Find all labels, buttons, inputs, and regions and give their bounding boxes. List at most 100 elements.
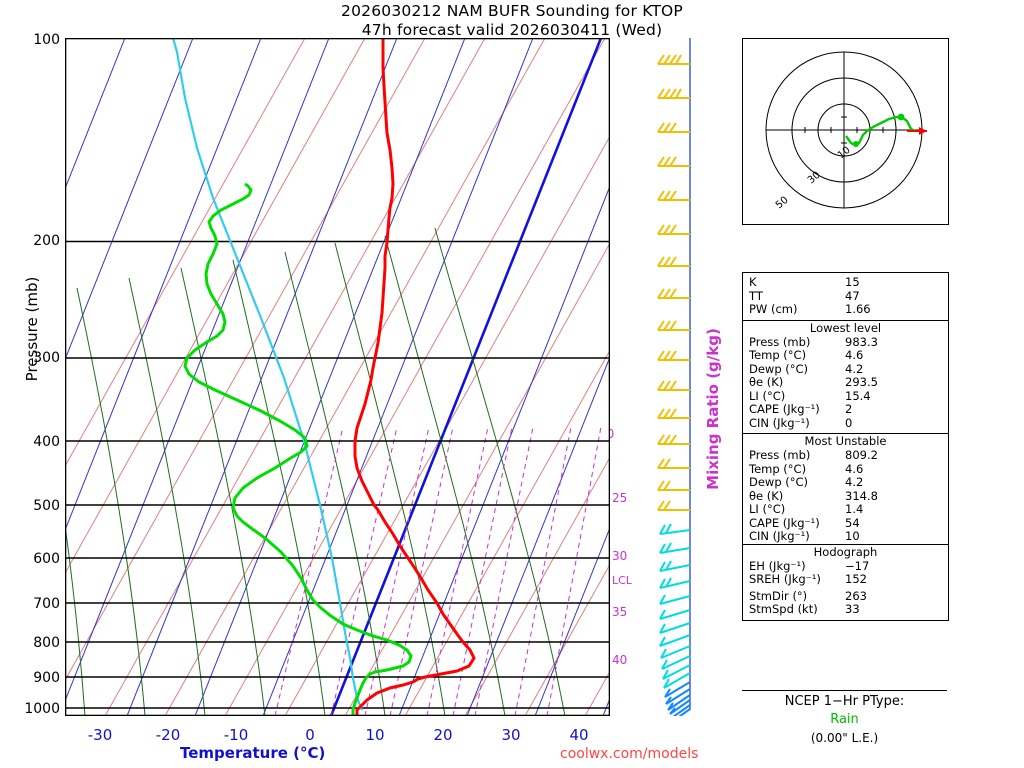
param-key: CAPE (Jkg⁻¹) [749, 515, 820, 530]
ytick-800: 800 [33, 635, 60, 651]
lowest-level-title: Lowest level [743, 319, 948, 336]
page-subtitle: 47h forecast valid 2026030411 (Wed) [361, 21, 663, 39]
param-key: Temp (°C) [749, 461, 807, 476]
mixside-35: 35 [612, 605, 628, 619]
param-value: 293.5 [845, 375, 878, 389]
param-row: Temp (°C) 4.6 [743, 348, 948, 363]
ptype-amount: (0.00" L.E.) [810, 731, 879, 745]
ptype-title: NCEP 1−Hr PType: [784, 694, 905, 709]
param-key: Dewp (°C) [749, 475, 809, 489]
y-axis-label: Pressure (mb) [23, 276, 41, 382]
param-value: 47 [845, 288, 860, 303]
param-value: 4.6 [845, 348, 864, 362]
xtick-0: 0 [305, 726, 315, 744]
hodograph-title: Hodograph [743, 543, 948, 560]
skewt-diagram [65, 38, 610, 716]
param-row: K 15 [743, 275, 948, 290]
param-key: StmSpd (kt) [749, 602, 818, 616]
ytick-300: 300 [33, 350, 60, 366]
wind-barb-column [620, 38, 730, 720]
ytick-400: 400 [33, 434, 60, 450]
parameters-panel: K 15 TT 47 PW (cm) 1.66 Lowest level Press … [742, 272, 949, 621]
param-row: EH (Jkg⁻¹) −17 [743, 558, 948, 574]
ytick-700: 700 [33, 596, 60, 612]
param-value: 54 [845, 515, 860, 530]
param-row: CAPE (Jkg⁻¹) 54 [743, 515, 948, 531]
param-value: 152 [845, 572, 867, 586]
param-key: StmDir (°) [749, 588, 808, 603]
param-key: θe (K) [749, 488, 784, 503]
param-row: StmSpd (kt) 33 [743, 602, 948, 617]
most-unstable-title: Most Unstable [743, 433, 948, 449]
param-row: CIN (Jkg⁻¹) 0 [743, 415, 948, 431]
param-value: 15.4 [845, 388, 871, 403]
param-value: 983.3 [845, 334, 878, 349]
ytick-900: 900 [33, 670, 60, 686]
param-key: SREH (Jkg⁻¹) [749, 572, 821, 586]
param-value: 4.2 [845, 361, 864, 376]
param-key: CIN (Jkg⁻¹) [749, 529, 810, 543]
param-value: 809.2 [845, 448, 878, 462]
xtick-20: 20 [433, 726, 453, 744]
param-value: 1.4 [845, 502, 864, 516]
param-key: LI (°C) [749, 388, 786, 403]
param-value: 0 [845, 415, 853, 430]
param-key: Temp (°C) [749, 348, 807, 362]
param-value: −17 [845, 558, 870, 573]
xtick-10: 10 [365, 726, 385, 744]
param-row: Press (mb) 809.2 [743, 448, 948, 463]
xtick-30: 30 [501, 726, 521, 744]
param-row: LI (°C) 15.4 [743, 388, 948, 404]
param-value: 263 [845, 588, 867, 603]
param-row: Dewp (°C) 4.2 [743, 361, 948, 377]
param-value: 1.66 [845, 302, 871, 316]
ytick-500: 500 [33, 498, 60, 514]
param-value: 4.6 [845, 461, 864, 476]
param-key: θe (K) [749, 375, 784, 389]
ytick-100: 100 [33, 32, 60, 48]
param-row: CIN (Jkg⁻¹) 10 [743, 529, 948, 544]
page-title: 2026030212 NAM BUFR Sounding for KTOP [341, 2, 683, 20]
param-row: θe (K) 293.5 [743, 375, 948, 390]
ptype-value: Rain [830, 712, 859, 727]
param-row: LI (°C) 1.4 [743, 502, 948, 517]
param-value: 10 [845, 529, 860, 543]
ytick-200: 200 [33, 233, 60, 249]
xtick--30: -30 [87, 726, 113, 744]
param-row: Press (mb) 983.3 [743, 334, 948, 350]
param-row: Temp (°C) 4.6 [743, 461, 948, 477]
param-value: 4.2 [845, 475, 864, 489]
mixside-30: 30 [612, 549, 628, 563]
param-row: SREH (Jkg⁻¹) 152 [743, 572, 948, 587]
param-key: CAPE (Jkg⁻¹) [749, 402, 820, 416]
xtick--20: -20 [155, 726, 181, 744]
param-row: PW (cm) 1.66 [743, 302, 948, 317]
param-row: Dewp (°C) 4.2 [743, 475, 948, 490]
param-key: LI (°C) [749, 502, 786, 516]
lcl-label: LCL [612, 574, 632, 587]
mixside-40: 40 [612, 653, 628, 667]
param-row: θe (K) 314.8 [743, 488, 948, 504]
ytick-1000: 1000 [24, 701, 60, 717]
param-key: K [749, 275, 757, 289]
param-key: Dewp (°C) [749, 361, 809, 376]
param-key: CIN (Jkg⁻¹) [749, 415, 810, 430]
credit-text: coolwx.com/models [560, 746, 699, 762]
param-key: EH (Jkg⁻¹) [749, 558, 806, 573]
mixside-25: 25 [612, 491, 628, 505]
hodograph-panel: 10 30 50 [742, 38, 949, 225]
x-axis-label: Temperature (°C) [180, 744, 326, 762]
param-value: 33 [845, 602, 860, 616]
xtick-40: 40 [569, 726, 589, 744]
param-row: CAPE (Jkg⁻¹) 2 [743, 402, 948, 417]
param-row: StmDir (°) 263 [743, 588, 948, 604]
param-value: 15 [845, 275, 860, 289]
param-value: 314.8 [845, 488, 878, 503]
param-row: TT 47 [743, 288, 948, 304]
param-key: TT [749, 288, 763, 303]
ptype-panel: NCEP 1−Hr PType: Rain (0.00" L.E.) [742, 690, 947, 745]
param-value: 2 [845, 402, 853, 416]
ytick-600: 600 [33, 551, 60, 567]
xtick--10: -10 [223, 726, 249, 744]
param-key: Press (mb) [749, 334, 811, 349]
